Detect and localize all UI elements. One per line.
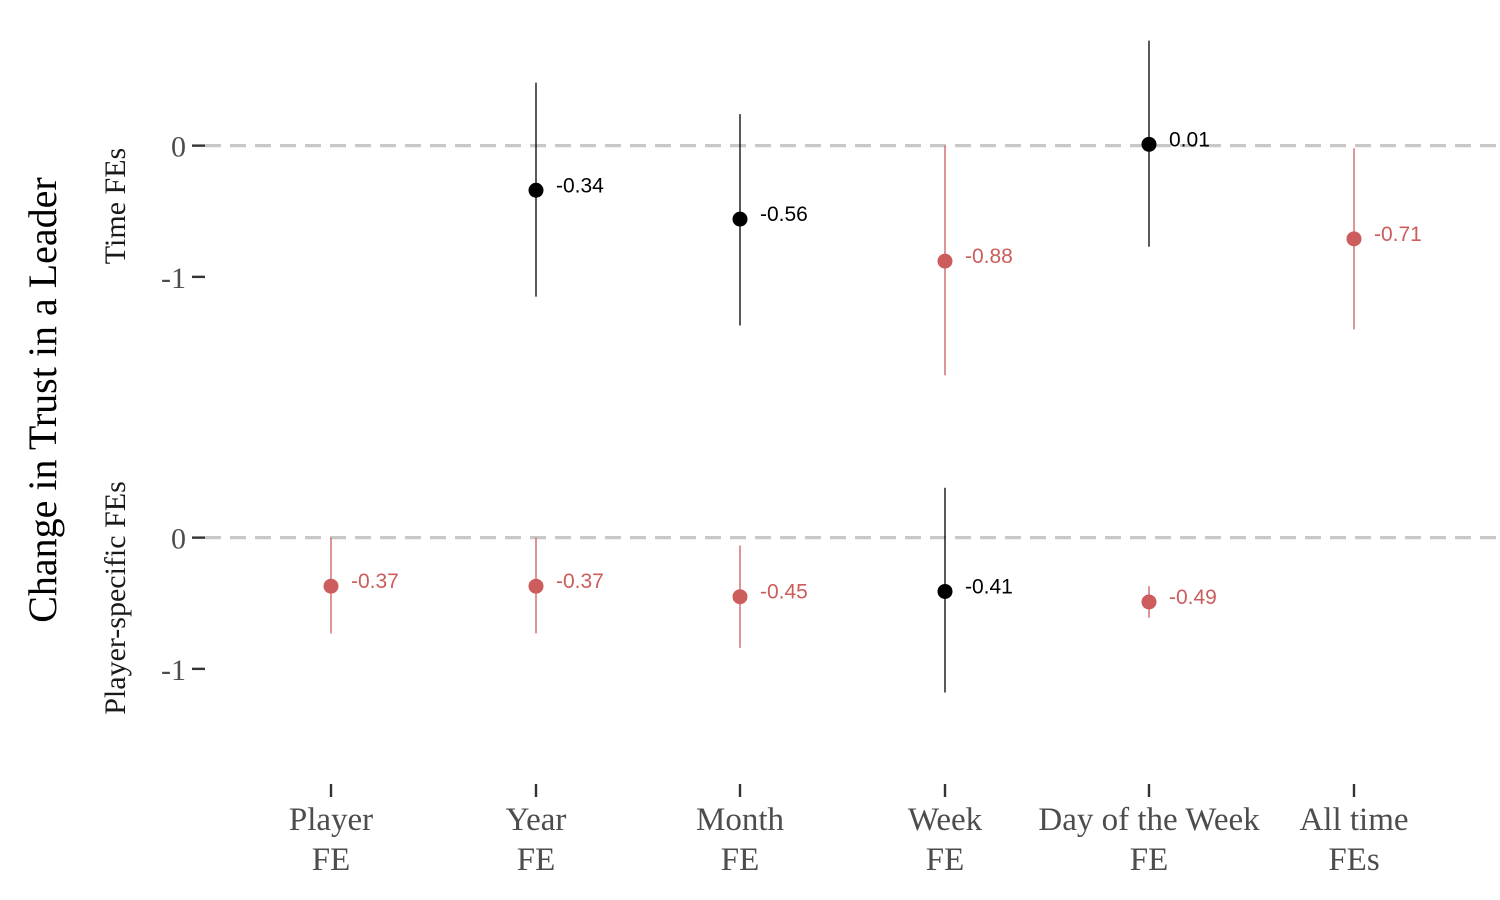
y-tick-label: 0 (171, 131, 186, 164)
x-tick-label: FE (721, 842, 760, 878)
data-label: -0.41 (965, 575, 1013, 598)
x-tick-label: Player (289, 802, 373, 838)
point (1346, 231, 1362, 247)
x-tick-label: FE (926, 842, 965, 878)
x-tick-label: FE (312, 842, 351, 878)
point (937, 253, 953, 269)
x-tick-label: Week (908, 802, 983, 838)
point (1141, 136, 1157, 152)
point (732, 211, 748, 227)
data-label: -0.37 (556, 570, 604, 593)
point (528, 578, 544, 594)
data-label: -0.56 (760, 203, 808, 226)
data-label: -0.71 (1374, 223, 1422, 246)
x-tick-label: FEs (1328, 842, 1379, 878)
point (1141, 594, 1157, 610)
data-label: -0.88 (965, 245, 1013, 268)
y-tick-label: 0 (171, 523, 186, 556)
x-axis: Player FE Year FE Month FE Week FE Day of the We… (289, 784, 1409, 878)
y-tick-label: -1 (161, 654, 186, 687)
data-label: 0.01 (1169, 128, 1210, 151)
y-axis-title: Change in Trust in a Leader (20, 177, 65, 623)
panel-label: Player-specific FEs (99, 481, 132, 715)
point (323, 578, 339, 594)
data-label: -0.34 (556, 174, 604, 197)
panel-0: Time FEs 0 -1 -0.34 -0.56 -0.88 0.01 -0.71 (99, 40, 1500, 376)
x-tick-label: All time (1299, 802, 1408, 838)
panel-label: Time FEs (99, 148, 132, 264)
x-tick-label: FE (1130, 842, 1169, 878)
panel-1: Player-specific FEs 0 -1 -0.37 -0.37 -0.45 -0.… (99, 481, 1500, 715)
data-label: -0.37 (351, 570, 399, 593)
data-label: -0.49 (1169, 586, 1217, 609)
point (732, 589, 748, 605)
x-tick-label: FE (517, 842, 556, 878)
x-tick-label: Day of the Week (1038, 802, 1260, 838)
data-label: -0.45 (760, 581, 808, 604)
y-tick-label: -1 (161, 262, 186, 295)
point (528, 182, 544, 198)
point (937, 583, 953, 599)
x-tick-label: Year (506, 802, 567, 838)
x-tick-label: Month (696, 802, 785, 838)
